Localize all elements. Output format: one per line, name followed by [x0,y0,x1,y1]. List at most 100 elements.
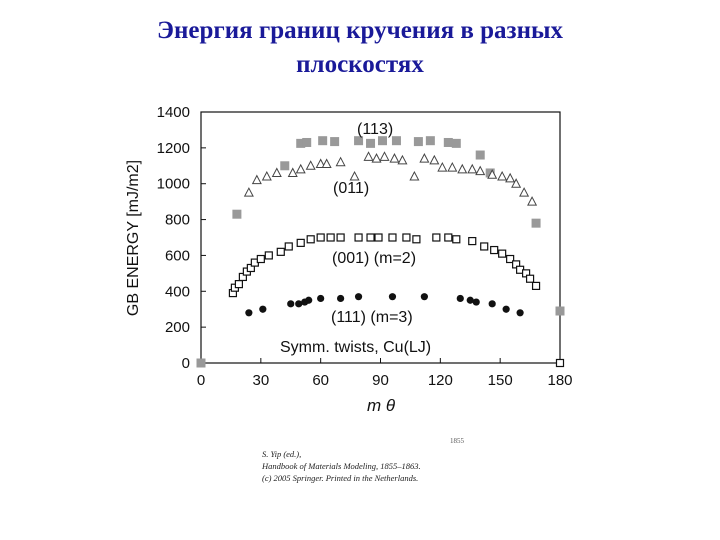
data-point-113 [366,138,376,148]
x-tick-label: 60 [312,372,329,389]
data-point-011 [349,170,360,181]
data-point-113 [330,137,340,147]
series-label-001: (001) (m=2) [332,250,416,267]
citation: S. Yip (ed.), Handbook of Materials Mode… [262,448,421,484]
data-point-011 [251,174,262,185]
y-tick-label: 1400 [157,104,190,121]
data-point-001 [234,280,243,289]
series-label-011: (011) [333,180,369,197]
data-point-011 [437,162,448,172]
data-point-111 [516,309,524,317]
page-number: 1855 [450,437,464,445]
y-tick-label: 800 [165,212,190,229]
data-point-011 [321,158,332,168]
data-point-113 [354,136,364,146]
x-tick-label: 0 [197,372,205,389]
data-point-001 [490,245,499,255]
x-tick-label: 30 [252,372,269,389]
y-tick-label: 1200 [157,140,190,157]
data-point-011 [409,170,420,181]
data-point-011 [511,178,522,188]
data-point-111 [295,300,303,308]
series-label-111: (111) (m=3) [331,309,413,326]
data-point-011 [505,172,516,183]
data-point-113 [555,306,565,316]
data-point-113 [280,161,290,171]
data-point-111 [488,300,496,308]
data-point-011 [447,162,458,172]
x-tick-label: 150 [488,372,513,389]
citation-line-1: S. Yip (ed.), [262,449,302,459]
data-point-113 [318,136,328,146]
data-point-113 [232,209,242,219]
data-point-001 [452,235,461,244]
data-point-001 [366,233,375,242]
data-point-111 [305,296,313,304]
data-point-111 [456,294,464,303]
data-point-113 [196,358,206,368]
data-point-001 [388,233,397,242]
data-point-011 [397,154,408,165]
data-point-001 [336,233,345,242]
data-point-001 [531,281,541,291]
data-point-113 [485,168,495,178]
data-point-001 [506,254,515,264]
y-tick-label: 200 [165,319,190,336]
y-tick-label: 400 [165,283,190,300]
data-point-011 [467,163,478,174]
data-point-011 [271,167,282,177]
data-point-001 [374,233,383,242]
x-tick-label: 180 [547,372,572,389]
data-point-113 [425,136,435,146]
citation-line-3: (c) 2005 Springer. Printed in the Nether… [262,473,419,483]
data-point-011 [295,163,306,174]
data-point-111 [502,305,510,313]
data-point-011 [419,153,430,163]
data-point-011 [457,163,468,174]
data-point-011 [305,160,316,170]
data-point-001 [468,236,477,246]
data-point-001 [256,254,265,264]
data-point-011 [487,169,498,179]
data-point-011 [261,170,272,181]
data-point-111 [245,309,253,317]
data-point-011 [315,158,326,168]
data-point-111 [354,293,363,301]
x-tick-label: 120 [428,372,453,389]
data-point-011 [429,154,440,165]
data-point-001 [306,235,315,244]
data-point-001 [412,235,421,244]
data-point-001 [498,249,507,258]
data-point-111 [472,298,480,306]
data-point-113 [451,138,461,148]
x-axis-label: m θ [367,396,396,415]
data-point-111 [388,293,397,301]
data-point-011 [287,167,298,177]
data-point-001 [296,238,305,247]
data-point-111 [420,293,428,301]
data-point-011 [527,196,538,206]
series-label-113: (113) [357,121,393,138]
slide-title-line-2: плоскостях [296,51,424,78]
data-point-011 [389,153,400,163]
data-point-113 [413,137,423,147]
data-point-011 [335,156,346,167]
data-point-113 [391,136,401,146]
data-point-001 [284,242,293,251]
slide-title-line-1: Энергия границ кручения в разных [157,17,563,44]
data-point-011 [497,170,508,181]
data-point-011 [243,187,254,197]
data-point-001 [276,247,285,256]
chart-caption: Symm. twists, Cu(LJ) [280,339,431,356]
data-point-113 [475,150,485,160]
data-point-111 [337,294,345,303]
data-point-001 [326,233,335,242]
data-point-001 [354,233,363,242]
y-tick-label: 0 [182,355,190,372]
data-point-111 [259,305,267,313]
x-tick-label: 90 [372,372,389,389]
data-point-001 [555,358,565,368]
data-point-001 [444,233,453,242]
data-point-011 [371,153,382,163]
